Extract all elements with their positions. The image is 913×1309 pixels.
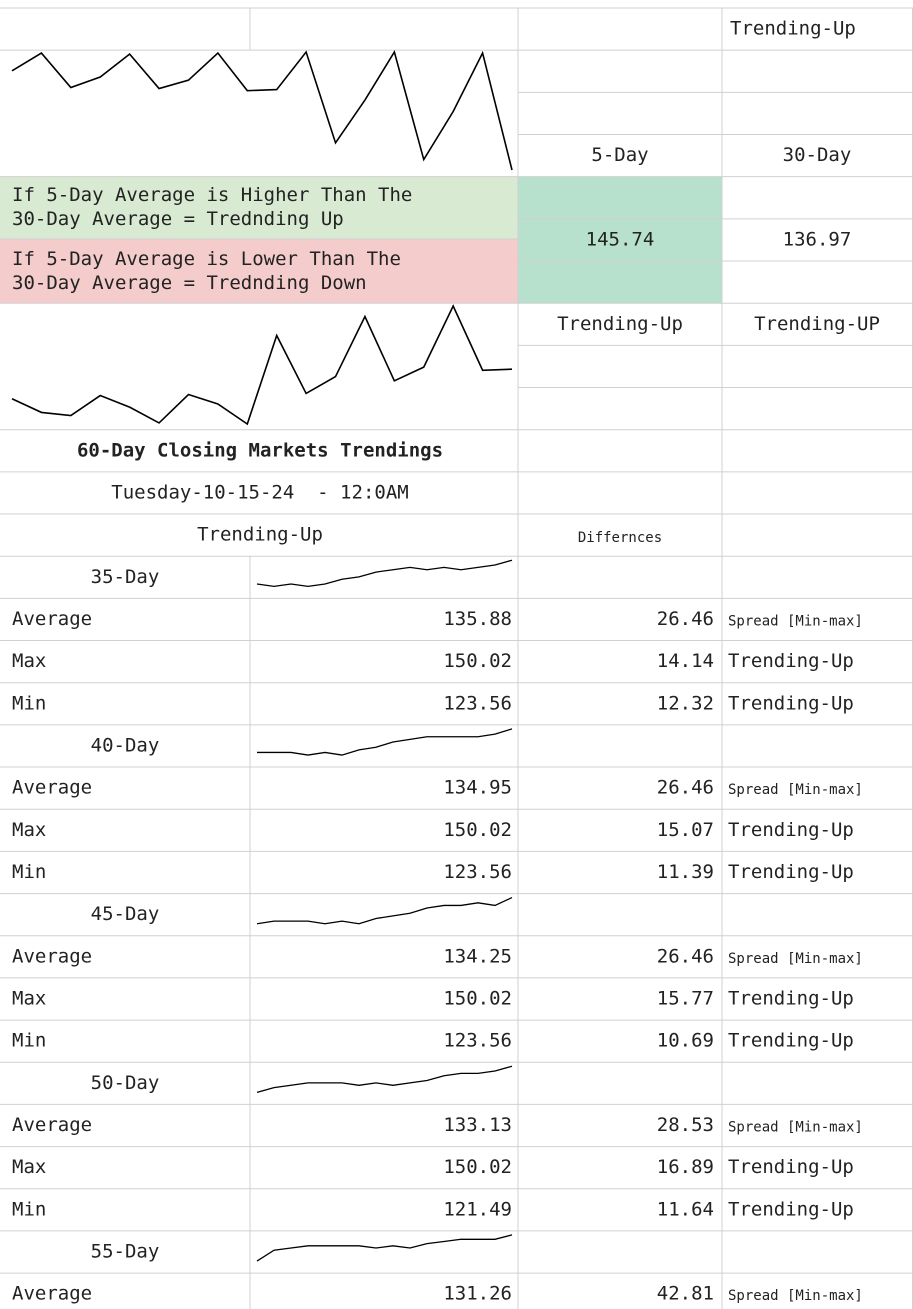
row-difference: 16.89 — [657, 1156, 714, 1178]
row-note: Trending-Up — [728, 819, 854, 841]
row-value: 134.95 — [443, 777, 512, 799]
thirty-day-trend: Trending-UP — [754, 313, 880, 335]
row-note: Trending-Up — [728, 1198, 854, 1220]
rule-lower: If 5-Day Average is Lower Than The 30-Day… — [12, 248, 401, 294]
title: 60-Day Closing Markets Trendings — [77, 439, 443, 461]
row-value: 134.25 — [443, 945, 512, 967]
row-value: 150.02 — [443, 987, 512, 1009]
row-difference: 15.77 — [657, 987, 714, 1009]
rule-higher: If 5-Day Average is Higher Than The 30-Da… — [12, 184, 412, 230]
row-note: Trending-Up — [728, 987, 854, 1009]
row-value: 150.02 — [443, 650, 512, 672]
row-label: Max — [12, 1156, 46, 1178]
row-value: 133.13 — [443, 1114, 512, 1136]
row-label: Min — [12, 692, 46, 714]
row-value: 123.56 — [443, 861, 512, 883]
five-day-average-bg — [518, 177, 722, 303]
row-difference: 14.14 — [657, 650, 714, 672]
header-trend: Trending-Up — [730, 18, 856, 40]
thirty-day-average: 136.97 — [783, 229, 852, 251]
row-note: Spread [Min-max] — [728, 1120, 863, 1136]
row-difference: 12.32 — [657, 692, 714, 714]
differences-header: Differnces — [578, 530, 662, 546]
sparkline — [11, 304, 513, 426]
row-note: Spread [Min-max] — [728, 1288, 863, 1304]
row-value: 123.56 — [443, 692, 512, 714]
period-label: 50-Day — [91, 1072, 160, 1094]
row-value: 121.49 — [443, 1198, 512, 1220]
row-note: Trending-Up — [728, 1030, 854, 1052]
row-label: Min — [12, 861, 46, 883]
rule-higher-bg — [0, 177, 518, 239]
row-value: 123.56 — [443, 1030, 512, 1052]
row-label: Average — [12, 1114, 92, 1136]
period-label: 35-Day — [91, 566, 160, 588]
row-label: Average — [12, 945, 92, 967]
row-label: Max — [12, 987, 46, 1009]
row-difference: 26.46 — [657, 777, 714, 799]
five-day-label: 5-Day — [591, 144, 648, 166]
mini-sparkline — [256, 1234, 513, 1262]
row-note: Trending-Up — [728, 861, 854, 883]
row-label: Average — [12, 608, 92, 630]
row-value: 131.26 — [443, 1283, 512, 1305]
row-note: Spread [Min-max] — [728, 782, 863, 798]
row-difference: 10.69 — [657, 1030, 714, 1052]
date: Tuesday-10-15-24 - 12:0AM — [111, 481, 408, 503]
row-value: 135.88 — [443, 608, 512, 630]
row-difference: 11.64 — [657, 1198, 714, 1220]
row-label: Average — [12, 777, 92, 799]
row-label: Average — [12, 1283, 92, 1305]
row-label: Max — [12, 819, 46, 841]
row-difference: 26.46 — [657, 945, 714, 967]
period-label: 40-Day — [91, 734, 160, 756]
sparkline — [11, 50, 513, 171]
period-label: 45-Day — [91, 903, 160, 925]
row-note: Trending-Up — [728, 692, 854, 714]
row-note: Spread [Min-max] — [728, 613, 863, 629]
row-note: Spread [Min-max] — [728, 951, 863, 967]
five-day-trend: Trending-Up — [557, 313, 683, 335]
row-label: Min — [12, 1198, 46, 1220]
mini-sparkline — [256, 896, 513, 925]
row-value: 150.02 — [443, 819, 512, 841]
row-difference: 11.39 — [657, 861, 714, 883]
rule-lower-bg — [0, 239, 518, 303]
row-difference: 28.53 — [657, 1114, 714, 1136]
five-day-average: 145.74 — [586, 229, 655, 251]
period-label: 55-Day — [91, 1241, 160, 1263]
row-difference: 15.07 — [657, 819, 714, 841]
row-difference: 26.46 — [657, 608, 714, 630]
row-note: Trending-Up — [728, 650, 854, 672]
thirty-day-label: 30-Day — [783, 144, 852, 166]
mini-sparkline — [256, 559, 513, 588]
row-label: Min — [12, 1030, 46, 1052]
row-note: Trending-Up — [728, 1156, 854, 1178]
row-label: Max — [12, 650, 46, 672]
row-value: 150.02 — [443, 1156, 512, 1178]
mini-sparkline — [257, 728, 513, 756]
row-difference: 42.81 — [657, 1283, 714, 1305]
mini-sparkline — [256, 1065, 513, 1094]
trend: Trending-Up — [197, 524, 323, 546]
